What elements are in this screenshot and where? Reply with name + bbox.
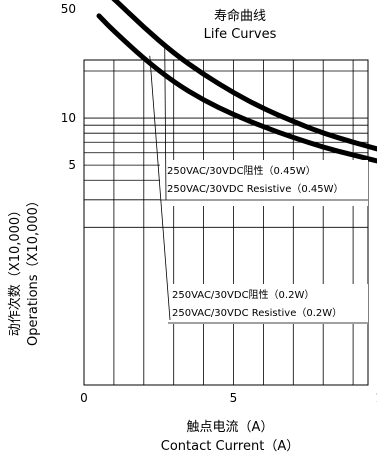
x-tick-label: 5 (230, 391, 238, 405)
y-axis-label-cn: 动作次数（X10,000） (7, 204, 23, 336)
x-axis-label-en: Contact Current（A） (161, 439, 299, 454)
series-line-0.45w (111, 0, 377, 152)
series-group (96, 0, 377, 164)
annotation-box-0.2w (168, 284, 368, 324)
y-axis-label-en: Operations（X10,000） (26, 194, 41, 346)
series-label-en: 250VAC/30VDC Resistive（0.2W） (172, 307, 342, 319)
chart-title: 寿命曲线 (214, 8, 266, 24)
annotation-box-0.45w (160, 160, 368, 206)
y-tick-label: 50 (61, 2, 76, 16)
tick-label-group: 51050100051015 (61, 2, 377, 405)
series-label-cn: 250VAC/30VDC阻性（0.2W） (172, 288, 314, 301)
annotation-leader-line (164, 45, 167, 201)
annotation-group: 250VAC/30VDC阻性（0.45W） 250VAC/30VDC Resist… (149, 45, 368, 324)
annotation-leader-line (149, 55, 171, 321)
x-tick-label: 0 (80, 391, 88, 405)
x-axis-label-cn: 触点电流（A） (187, 420, 274, 435)
plot-frame (83, 59, 369, 386)
x-tick-label: 10 (375, 391, 377, 405)
y-tick-label: 10 (61, 111, 76, 125)
series-label-cn: 250VAC/30VDC阻性（0.45W） (167, 164, 316, 177)
series-label-en: 250VAC/30VDC Resistive（0.45W） (167, 183, 344, 195)
y-tick-label: 5 (68, 158, 76, 172)
chart-subtitle: Life Curves (204, 27, 277, 42)
series-line-0.2w (96, 13, 377, 164)
